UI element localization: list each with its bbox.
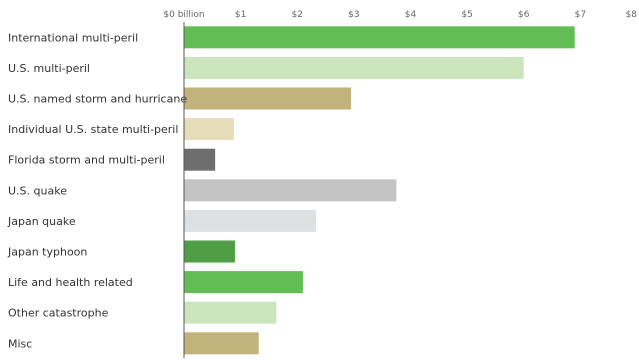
x-tick-label: $6 [518, 10, 530, 20]
bar [184, 301, 277, 324]
x-axis-ticks: $0 billion $1 $2 $3 $4 $5 $6 $7 $8 [163, 10, 637, 20]
bar [184, 209, 316, 232]
category-label: Florida storm and multi-peril [8, 154, 165, 167]
x-tick-label: $7 [575, 10, 586, 20]
category-labels: International multi-peril U.S. multi-peri… [7, 31, 187, 350]
bar [184, 56, 524, 79]
category-label: Life and health related [8, 276, 133, 289]
x-tick-label: $0 billion [163, 10, 204, 20]
category-label: U.S. named storm and hurricane [8, 93, 187, 106]
category-label: Misc [8, 337, 32, 350]
bar [184, 240, 235, 263]
category-label: Individual U.S. state multi-peril [8, 123, 178, 136]
category-label: Other catastrophe [8, 307, 109, 320]
bar [184, 179, 397, 202]
category-label: Japan typhoon [7, 246, 87, 259]
category-label: U.S. multi-peril [8, 62, 90, 75]
bars [184, 26, 575, 355]
category-label: Japan quake [7, 215, 76, 228]
x-tick-label: $1 [235, 10, 246, 20]
x-tick-label: $8 [626, 10, 638, 20]
x-tick-label: $3 [348, 10, 359, 20]
x-tick-label: $2 [292, 10, 303, 20]
category-label: International multi-peril [8, 31, 138, 44]
bar [184, 118, 234, 141]
bar [184, 332, 259, 355]
bar [184, 271, 303, 294]
category-label: U.S. quake [8, 184, 67, 197]
bar [184, 148, 216, 171]
x-tick-label: $5 [461, 10, 472, 20]
x-tick-label: $4 [405, 10, 417, 20]
bar [184, 26, 575, 49]
bar [184, 87, 352, 110]
